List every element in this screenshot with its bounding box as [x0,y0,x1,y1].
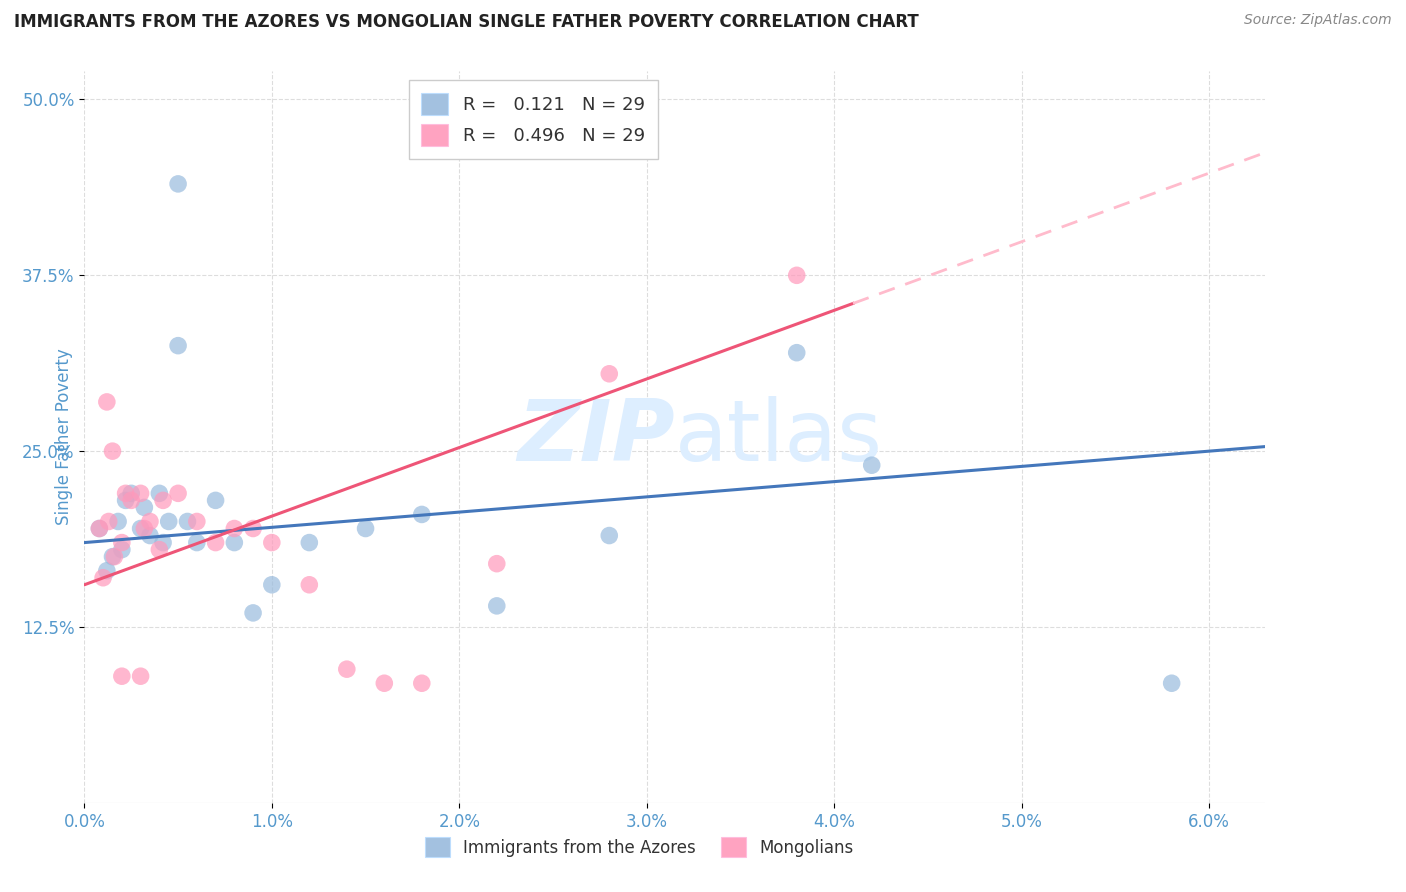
Point [186,535,208,549]
Point [152,535,174,549]
Point [167,177,190,191]
Point [336,662,359,676]
Point [224,535,246,549]
Point [485,599,508,613]
Point [114,493,136,508]
Point [242,606,264,620]
Point [786,268,808,283]
Point [148,486,170,500]
Point [152,493,174,508]
Point [860,458,883,473]
Text: ZIP: ZIP [517,395,675,479]
Point [129,669,152,683]
Point [373,676,395,690]
Text: Source: ZipAtlas.com: Source: ZipAtlas.com [1244,13,1392,28]
Point [129,521,152,535]
Point [114,486,136,500]
Point [120,486,142,500]
Point [120,493,142,508]
Point [411,508,433,522]
Point [411,676,433,690]
Text: IMMIGRANTS FROM THE AZORES VS MONGOLIAN SINGLE FATHER POVERTY CORRELATION CHART: IMMIGRANTS FROM THE AZORES VS MONGOLIAN … [14,13,918,31]
Point [485,557,508,571]
Point [111,542,134,557]
Point [96,564,118,578]
Point [111,535,134,549]
Point [260,535,283,549]
Text: atlas: atlas [675,395,883,479]
Point [97,515,120,529]
Point [89,521,111,535]
Point [186,515,208,529]
Point [598,528,620,542]
Point [111,669,134,683]
Point [134,500,156,515]
Y-axis label: Single Father Poverty: Single Father Poverty [55,349,73,525]
Point [176,515,198,529]
Point [139,515,162,529]
Point [89,521,111,535]
Point [204,493,226,508]
Point [91,571,114,585]
Point [298,535,321,549]
Point [103,549,125,564]
Point [298,578,321,592]
Point [242,521,264,535]
Point [96,395,118,409]
Point [167,486,190,500]
Point [598,367,620,381]
Point [148,542,170,557]
Point [1160,676,1182,690]
Point [167,339,190,353]
Point [101,444,124,458]
Point [139,528,162,542]
Legend: Immigrants from the Azores, Mongolians: Immigrants from the Azores, Mongolians [419,830,860,864]
Point [129,486,152,500]
Point [107,515,129,529]
Point [204,535,226,549]
Point [260,578,283,592]
Point [224,521,246,535]
Point [354,521,377,535]
Point [134,521,156,535]
Point [786,345,808,359]
Point [157,515,180,529]
Point [101,549,124,564]
